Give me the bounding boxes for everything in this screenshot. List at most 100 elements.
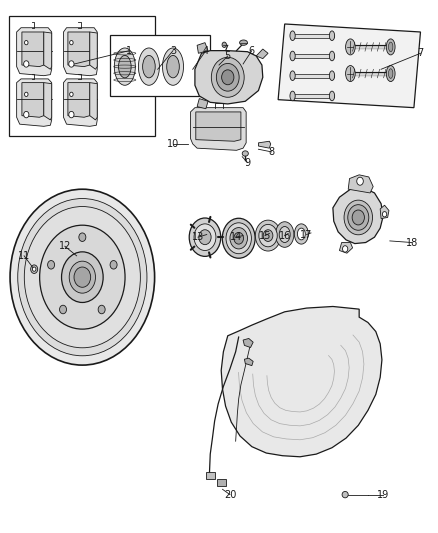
Text: 14: 14 [230,232,242,242]
Polygon shape [44,83,52,120]
Text: 20: 20 [224,490,236,499]
Polygon shape [90,83,97,120]
Text: 6: 6 [249,46,255,55]
Text: 15: 15 [259,231,271,240]
Ellipse shape [74,267,91,287]
Polygon shape [196,112,241,141]
Text: 11: 11 [18,251,30,261]
Text: 9: 9 [244,158,251,167]
Polygon shape [197,43,208,53]
Ellipse shape [230,228,247,249]
Ellipse shape [329,51,335,61]
Ellipse shape [119,55,131,78]
Ellipse shape [24,207,140,348]
Ellipse shape [343,246,348,252]
Ellipse shape [98,305,105,314]
Polygon shape [256,49,268,59]
Polygon shape [68,32,90,67]
Polygon shape [195,51,263,104]
Text: 18: 18 [406,238,418,247]
Ellipse shape [294,224,308,244]
Polygon shape [380,205,389,219]
Ellipse shape [389,69,393,78]
Ellipse shape [259,224,277,247]
Ellipse shape [138,48,159,85]
Polygon shape [197,99,208,109]
Ellipse shape [10,189,155,365]
Ellipse shape [18,199,147,356]
Ellipse shape [290,91,295,101]
Text: 4: 4 [203,46,209,55]
Ellipse shape [352,210,364,225]
Ellipse shape [189,218,221,256]
Ellipse shape [344,200,372,235]
Bar [206,472,215,479]
Ellipse shape [222,219,255,258]
Polygon shape [90,32,97,69]
Polygon shape [333,188,383,244]
Ellipse shape [276,222,294,247]
Ellipse shape [24,61,29,67]
Ellipse shape [346,39,355,55]
Ellipse shape [31,265,38,273]
Text: 5: 5 [225,51,231,61]
Ellipse shape [357,177,364,185]
Polygon shape [64,28,97,76]
Polygon shape [258,141,271,148]
Ellipse shape [290,71,295,80]
Ellipse shape [110,261,117,269]
Ellipse shape [389,42,393,52]
Ellipse shape [25,41,28,45]
Text: 13: 13 [192,232,204,242]
Ellipse shape [386,39,395,55]
Polygon shape [243,338,253,348]
Polygon shape [191,108,246,150]
Text: 7: 7 [417,49,424,58]
Ellipse shape [348,205,369,230]
Ellipse shape [242,151,248,156]
Ellipse shape [114,48,135,85]
Ellipse shape [290,31,295,41]
Ellipse shape [211,58,244,98]
Polygon shape [64,79,97,126]
Polygon shape [22,83,44,117]
Ellipse shape [194,224,216,251]
Ellipse shape [240,40,247,45]
Ellipse shape [143,55,155,78]
Ellipse shape [70,41,73,45]
Ellipse shape [162,48,184,85]
Ellipse shape [255,220,281,251]
Text: 10: 10 [167,139,179,149]
Polygon shape [244,358,253,366]
Ellipse shape [222,42,226,47]
Ellipse shape [79,233,86,241]
Ellipse shape [226,223,251,254]
Text: 16: 16 [279,231,291,240]
Ellipse shape [69,61,74,67]
Polygon shape [44,32,52,69]
Ellipse shape [70,92,73,96]
Ellipse shape [69,261,95,293]
Ellipse shape [346,66,355,82]
Ellipse shape [263,230,273,241]
Ellipse shape [69,111,74,118]
Polygon shape [339,243,353,253]
Text: 17: 17 [300,230,313,239]
Ellipse shape [216,63,239,91]
Ellipse shape [342,491,348,498]
Polygon shape [17,28,52,76]
Text: 3: 3 [170,46,176,55]
Text: 8: 8 [268,147,275,157]
Ellipse shape [297,228,305,240]
Ellipse shape [32,267,36,271]
Polygon shape [22,32,44,67]
Ellipse shape [60,305,67,314]
Ellipse shape [290,51,295,61]
Bar [110,35,210,96]
Polygon shape [221,306,382,457]
Bar [9,16,155,136]
Polygon shape [17,79,52,126]
Ellipse shape [61,252,103,303]
Ellipse shape [234,232,244,244]
Ellipse shape [329,91,335,101]
